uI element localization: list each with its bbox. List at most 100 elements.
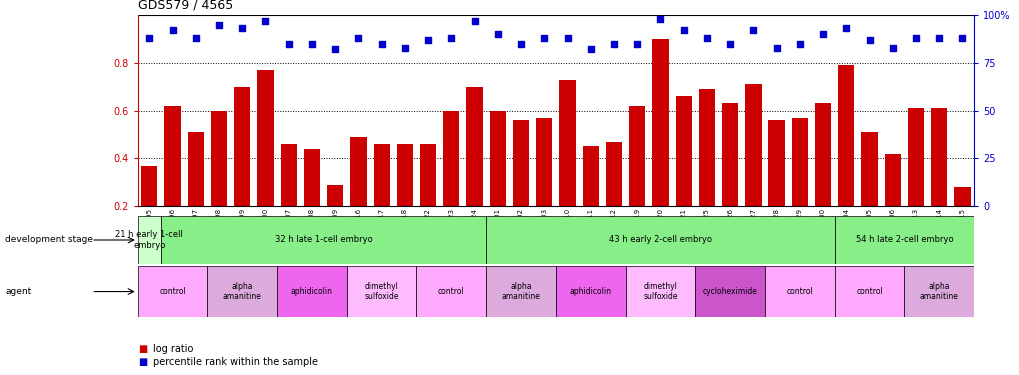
Point [373,41,389,47]
Text: GDS579 / 4565: GDS579 / 4565 [138,0,232,11]
Bar [767,120,784,206]
Bar [350,137,366,206]
Bar [838,65,854,206]
Bar [907,108,923,206]
Text: control: control [159,287,185,296]
Bar [834,266,904,317]
Bar [698,89,714,206]
Bar [791,118,807,206]
Bar [695,266,764,317]
Text: 32 h late 1-cell embryo: 32 h late 1-cell embryo [274,236,372,244]
Bar [904,266,973,317]
Point [721,41,738,47]
Point [396,45,413,51]
Text: ■: ■ [138,357,147,367]
Bar [211,111,227,206]
Bar [141,166,157,206]
Bar [164,106,180,206]
Bar [558,80,575,206]
Point [141,35,157,41]
Bar [161,216,486,264]
Point [605,41,622,47]
Text: control: control [437,287,465,296]
Bar [605,142,622,206]
Bar [954,187,970,206]
Point [907,35,923,41]
Point [582,46,598,53]
Bar [257,70,273,206]
Point [745,27,761,33]
Bar [536,118,552,206]
Point [466,18,482,24]
Bar [814,104,830,206]
Point [513,41,529,47]
Text: development stage: development stage [5,236,93,244]
Point [350,35,366,41]
Point [954,35,970,41]
Bar [486,216,834,264]
Point [767,45,784,51]
Text: ■: ■ [138,344,147,354]
Text: log ratio: log ratio [153,344,194,354]
Point [442,35,459,41]
Point [675,27,691,33]
Point [860,37,876,43]
Bar [420,144,436,206]
Point [257,18,273,24]
Bar [416,266,486,317]
Point [791,41,807,47]
Text: dimethyl
sulfoxide: dimethyl sulfoxide [364,282,398,301]
Bar [513,120,529,206]
Text: alpha
amanitine: alpha amanitine [501,282,540,301]
Bar [373,144,389,206]
Text: 43 h early 2-cell embryo: 43 h early 2-cell embryo [608,236,711,244]
Point [187,35,204,41]
Bar [652,39,667,206]
Bar [629,106,645,206]
Point [930,35,947,41]
Point [327,46,343,53]
Point [698,35,714,41]
Point [838,26,854,32]
Bar [721,104,738,206]
Bar [834,216,973,264]
Point [304,41,320,47]
Bar [486,266,555,317]
Point [814,31,830,37]
Bar [675,96,691,206]
Bar [396,144,413,206]
Bar [745,84,761,206]
Point [420,37,436,43]
Point [536,35,552,41]
Point [164,27,180,33]
Bar [207,266,277,317]
Bar [327,185,343,206]
Bar [930,108,947,206]
Bar [883,154,900,206]
Bar [555,266,625,317]
Text: aphidicolin: aphidicolin [290,287,332,296]
Point [211,21,227,28]
Point [558,35,575,41]
Bar [443,111,459,206]
Text: aphidicolin: aphidicolin [570,287,611,296]
Text: control: control [786,287,812,296]
Point [489,31,505,37]
Text: 54 h late 2-cell embryo: 54 h late 2-cell embryo [855,236,953,244]
Bar [861,132,876,206]
Text: control: control [855,287,882,296]
Bar [138,216,161,264]
Point [234,26,251,32]
Bar [346,266,416,317]
Bar [277,266,346,317]
Point [652,16,668,22]
Bar [764,266,834,317]
Bar [234,87,250,206]
Point [280,41,297,47]
Text: percentile rank within the sample: percentile rank within the sample [153,357,318,367]
Bar [489,111,505,206]
Text: 21 h early 1-cell
embryo: 21 h early 1-cell embryo [115,230,183,250]
Bar [187,132,204,206]
Bar [138,266,207,317]
Bar [466,87,482,206]
